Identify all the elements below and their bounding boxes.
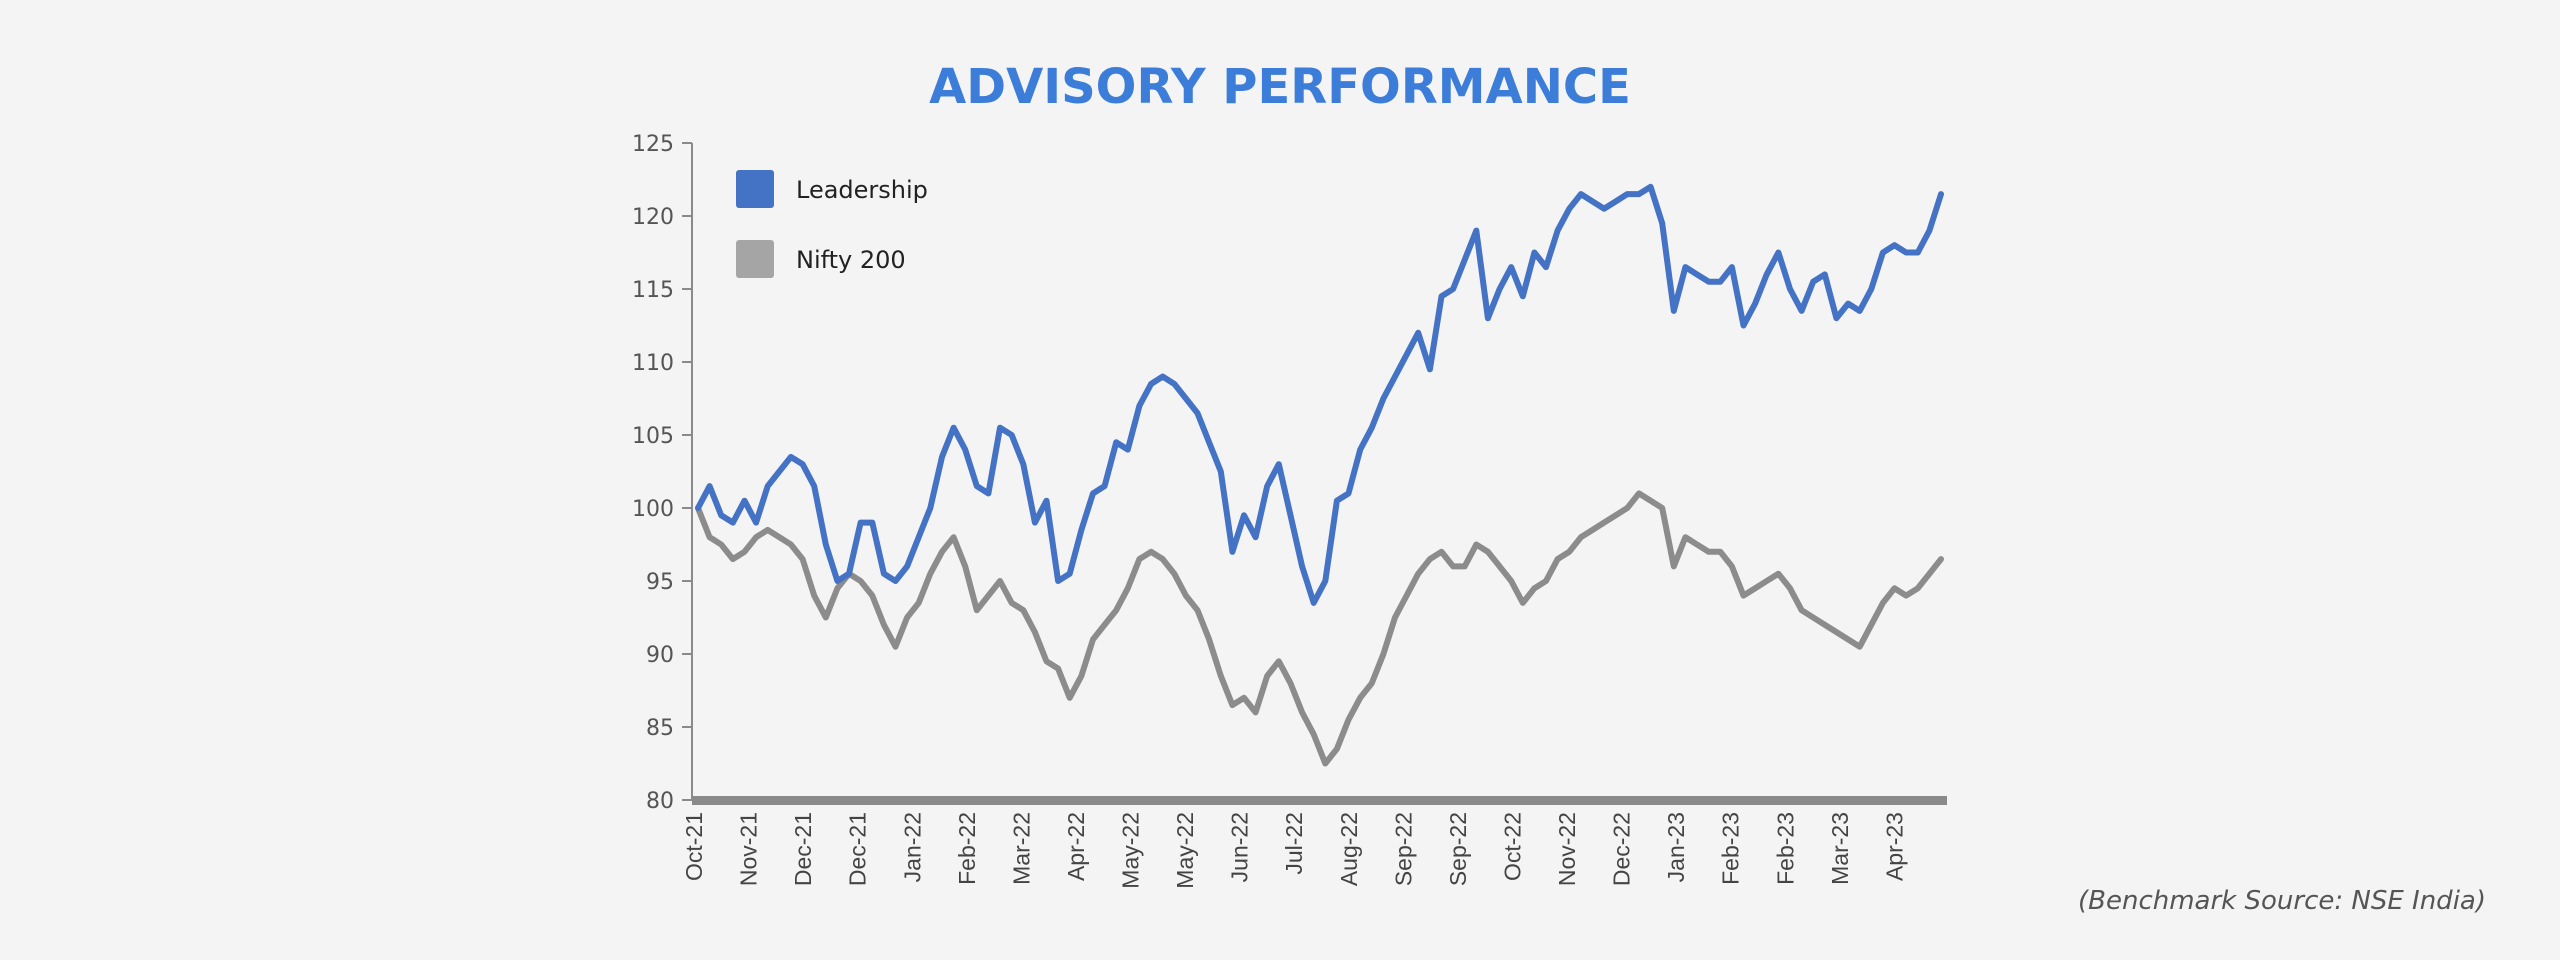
x-tick-label: Oct-21: [681, 812, 707, 881]
x-tick-label: May-22: [1118, 812, 1144, 889]
x-tick-label: Dec-21: [790, 812, 816, 886]
y-tick-label: 115: [632, 278, 674, 303]
y-axis: 80 85 90 95 100 105 110 115 120 125: [632, 132, 693, 814]
x-tick-label: Oct-22: [1499, 812, 1525, 881]
y-tick-label: 100: [632, 497, 674, 522]
y-tick-label: 80: [646, 789, 674, 814]
x-tick-label: Aug-22: [1336, 812, 1362, 886]
x-tick-label: Feb-23: [1718, 812, 1744, 885]
y-tick-label: 125: [632, 132, 674, 157]
y-tick-label: 120: [632, 205, 674, 230]
legend: Leadership Nifty 200: [736, 170, 928, 278]
x-tick-label: Feb-22: [954, 812, 980, 885]
x-tick-label: Feb-23: [1772, 812, 1798, 885]
legend-swatch-nifty-200: [736, 240, 774, 278]
y-tick-label: 85: [646, 716, 674, 741]
x-tick-label: Apr-23: [1881, 812, 1907, 881]
x-tick-label: Nov-21: [736, 812, 762, 886]
x-tick-label: Dec-21: [845, 812, 871, 886]
x-axis-line: [692, 796, 1947, 805]
legend-swatch-leadership: [736, 170, 774, 208]
x-tick-label: Mar-22: [1008, 812, 1034, 885]
x-tick-label: Jan-23: [1663, 812, 1689, 882]
y-tick-label: 110: [632, 351, 674, 376]
y-tick-label: 95: [646, 570, 674, 595]
legend-label-leadership: Leadership: [796, 176, 928, 204]
x-tick-label: Apr-22: [1063, 812, 1089, 881]
x-tick-label: Jul-22: [1281, 812, 1307, 875]
x-tick-label: Jan-22: [899, 812, 925, 882]
x-tick-label: Sep-22: [1390, 812, 1416, 886]
x-tick-label: Dec-22: [1609, 812, 1635, 886]
x-axis: Oct-21 Nov-21 Dec-21 Dec-21 Jan-22 Feb-22 Mar-…: [681, 796, 1947, 889]
x-tick-label: Jun-22: [1227, 812, 1253, 882]
y-tick-label: 105: [632, 424, 674, 449]
benchmark-source-note: (Benchmark Source: NSE India): [2078, 886, 2486, 916]
x-tick-label: Mar-23: [1827, 812, 1853, 885]
y-tick-label: 90: [646, 643, 674, 668]
x-tick-label: Nov-22: [1554, 812, 1580, 886]
series-lines: [695, 183, 1944, 767]
x-tick-label: Sep-22: [1445, 812, 1471, 886]
chart-title: ADVISORY PERFORMANCE: [929, 59, 1631, 115]
series-line-nifty-200: [695, 490, 1944, 767]
legend-label-nifty-200: Nifty 200: [796, 246, 906, 274]
series-line-leadership: [695, 183, 1944, 606]
x-tick-label: May-22: [1172, 812, 1198, 889]
